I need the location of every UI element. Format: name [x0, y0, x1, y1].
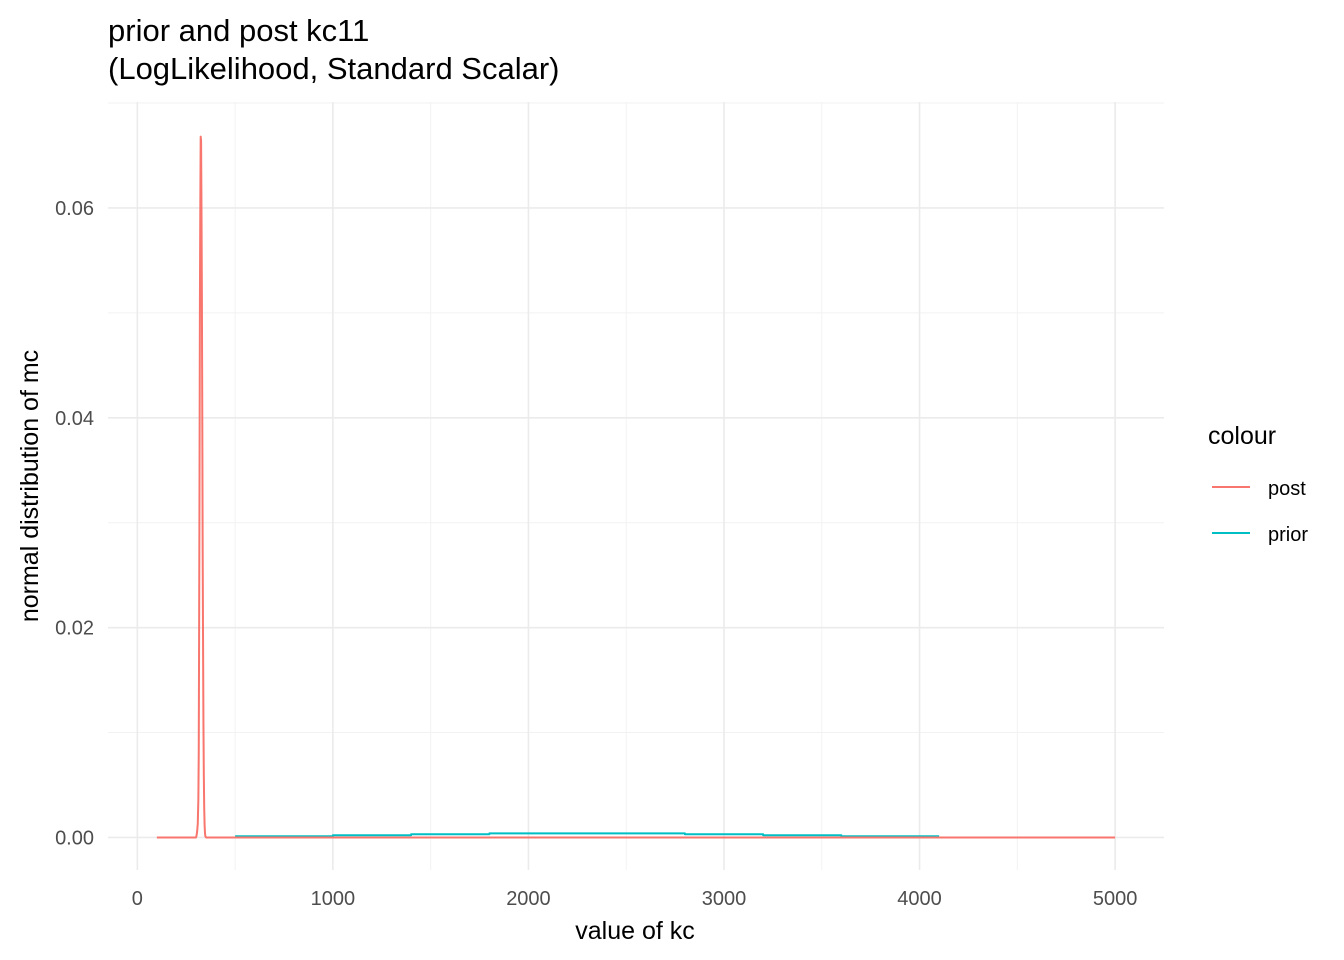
legend: colour post prior — [1208, 422, 1308, 546]
y-tick-label: 0.04 — [55, 408, 94, 430]
y-axis-title: normal distribution of mc — [16, 350, 44, 622]
series-line-post — [156, 135, 1116, 839]
x-tick-label: 4000 — [897, 888, 942, 910]
x-tick-label: 0 — [132, 888, 143, 910]
series-line-prior — [235, 832, 940, 838]
major-gridlines — [108, 102, 1164, 870]
x-tick-label: 2000 — [506, 888, 551, 910]
chart-title: prior and post kc11 — [108, 13, 369, 48]
legend-label-prior: prior — [1268, 524, 1308, 546]
minor-gridlines — [108, 102, 1164, 870]
y-tick-label: 0.06 — [55, 198, 94, 220]
x-tick-label: 1000 — [311, 888, 356, 910]
y-axis-tick-labels: 0.00 0.02 0.04 0.06 — [55, 198, 94, 850]
x-tick-label: 3000 — [702, 888, 747, 910]
y-tick-label: 0.00 — [55, 827, 94, 849]
chart-subtitle: (LogLikelihood, Standard Scalar) — [108, 51, 560, 86]
legend-label-post: post — [1268, 478, 1306, 500]
y-tick-label: 0.02 — [55, 618, 94, 640]
x-axis-title: value of kc — [575, 917, 695, 945]
x-tick-label: 5000 — [1093, 888, 1138, 910]
x-axis-tick-labels: 0 1000 2000 3000 4000 5000 — [132, 888, 1138, 910]
series-lines — [156, 135, 1116, 839]
legend-title: colour — [1208, 422, 1276, 450]
